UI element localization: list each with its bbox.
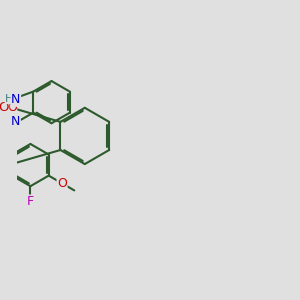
- Text: N: N: [11, 116, 20, 128]
- Text: O: O: [0, 101, 9, 114]
- Text: H: H: [5, 94, 14, 104]
- Text: F: F: [27, 195, 34, 208]
- Text: N: N: [11, 93, 20, 106]
- Text: O: O: [7, 101, 16, 114]
- Text: O: O: [57, 177, 67, 190]
